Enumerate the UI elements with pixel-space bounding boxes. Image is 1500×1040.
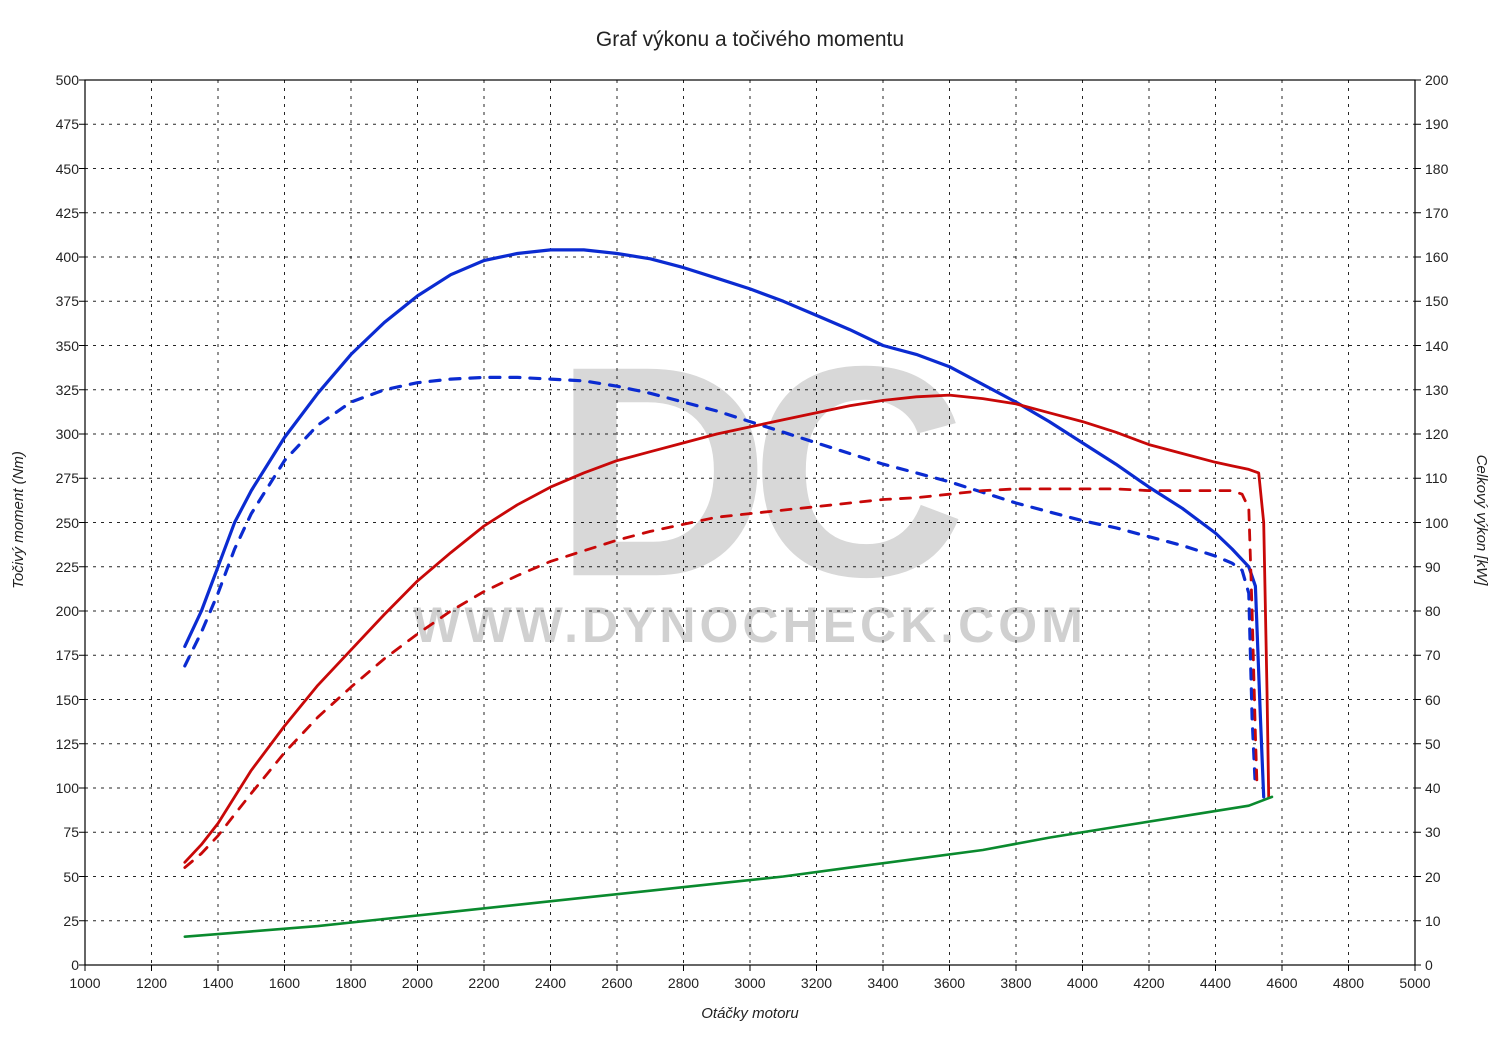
y-right-tick-label: 70: [1425, 647, 1441, 663]
y-left-tick-label: 450: [41, 161, 79, 177]
y-left-tick-label: 425: [41, 205, 79, 221]
y-left-tick-label: 225: [41, 559, 79, 575]
x-tick-label: 3400: [867, 975, 898, 991]
x-tick-label: 2200: [468, 975, 499, 991]
y-right-tick-label: 40: [1425, 780, 1441, 796]
y-left-tick-label: 250: [41, 515, 79, 531]
y-left-tick-label: 300: [41, 426, 79, 442]
x-tick-label: 3600: [934, 975, 965, 991]
x-tick-label: 2600: [601, 975, 632, 991]
y-right-tick-label: 160: [1425, 249, 1448, 265]
y-right-tick-label: 30: [1425, 824, 1441, 840]
y-right-tick-label: 200: [1425, 72, 1448, 88]
y-right-tick-label: 50: [1425, 736, 1441, 752]
y-left-tick-label: 75: [41, 824, 79, 840]
y-left-tick-label: 275: [41, 470, 79, 486]
x-tick-label: 2000: [402, 975, 433, 991]
y-left-tick-label: 175: [41, 647, 79, 663]
watermark-logo: DC: [553, 303, 961, 639]
x-tick-label: 1600: [269, 975, 300, 991]
x-tick-label: 3200: [801, 975, 832, 991]
y-right-tick-label: 140: [1425, 338, 1448, 354]
x-tick-label: 1200: [136, 975, 167, 991]
y-left-tick-label: 375: [41, 293, 79, 309]
y-left-tick-label: 50: [41, 869, 79, 885]
x-tick-label: 2400: [535, 975, 566, 991]
y-right-tick-label: 170: [1425, 205, 1448, 221]
x-tick-label: 1000: [69, 975, 100, 991]
y-left-tick-label: 25: [41, 913, 79, 929]
y-right-tick-label: 10: [1425, 913, 1441, 929]
y-right-tick-label: 180: [1425, 161, 1448, 177]
y-right-tick-label: 60: [1425, 692, 1441, 708]
y-left-tick-label: 200: [41, 603, 79, 619]
y-left-tick-label: 100: [41, 780, 79, 796]
y-left-tick-label: 325: [41, 382, 79, 398]
x-tick-label: 1400: [202, 975, 233, 991]
dyno-chart: DCWWW.DYNOCHECK.COM: [0, 0, 1500, 1040]
x-tick-label: 2800: [668, 975, 699, 991]
y-left-tick-label: 125: [41, 736, 79, 752]
x-tick-label: 4000: [1067, 975, 1098, 991]
x-tick-label: 3800: [1000, 975, 1031, 991]
y-left-tick-label: 0: [41, 957, 79, 973]
y-left-tick-label: 500: [41, 72, 79, 88]
y-right-tick-label: 150: [1425, 293, 1448, 309]
y-left-tick-label: 350: [41, 338, 79, 354]
y-right-tick-label: 130: [1425, 382, 1448, 398]
y-right-tick-label: 100: [1425, 515, 1448, 531]
x-tick-label: 1800: [335, 975, 366, 991]
y-left-tick-label: 475: [41, 116, 79, 132]
x-tick-label: 4800: [1333, 975, 1364, 991]
x-tick-label: 4600: [1266, 975, 1297, 991]
y-right-tick-label: 90: [1425, 559, 1441, 575]
y-right-tick-label: 20: [1425, 869, 1441, 885]
x-tick-label: 3000: [734, 975, 765, 991]
y-right-tick-label: 190: [1425, 116, 1448, 132]
y-left-tick-label: 150: [41, 692, 79, 708]
x-tick-label: 4400: [1200, 975, 1231, 991]
y-right-tick-label: 120: [1425, 426, 1448, 442]
series-losses: [185, 797, 1272, 937]
y-right-tick-label: 0: [1425, 957, 1433, 973]
y-right-tick-label: 110: [1425, 470, 1447, 486]
x-tick-label: 5000: [1399, 975, 1430, 991]
x-tick-label: 4200: [1133, 975, 1164, 991]
y-left-tick-label: 400: [41, 249, 79, 265]
y-right-tick-label: 80: [1425, 603, 1441, 619]
